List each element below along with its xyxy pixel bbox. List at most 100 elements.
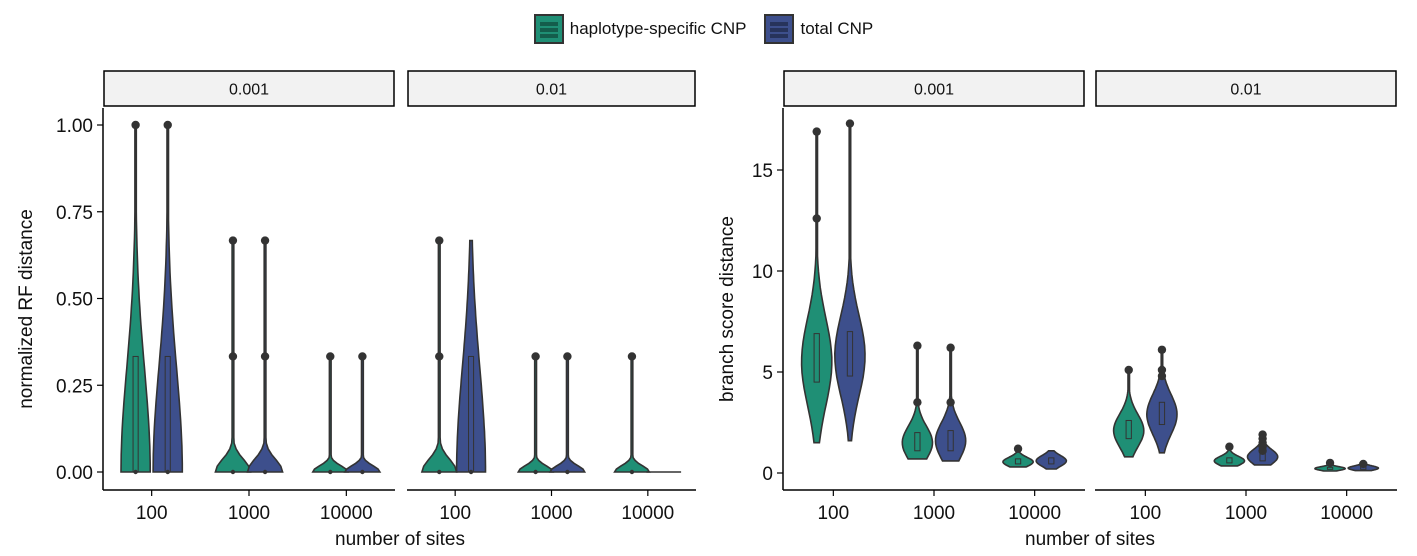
x-tick-label: 100	[439, 503, 471, 524]
violin	[901, 341, 934, 460]
baseline-point	[533, 469, 538, 475]
violin-body	[343, 355, 382, 473]
legend: haplotype-specific CNP total CNP	[0, 14, 1417, 44]
baseline-point	[328, 469, 333, 475]
legend-item-total: total CNP	[764, 14, 873, 44]
y-axis-label: normalized RF distance	[16, 209, 37, 409]
chart-2: 0 5 10 15 branch score distance number of sit…	[717, 70, 1397, 550]
y-tick-label: 0.25	[56, 376, 93, 397]
violin	[246, 236, 284, 475]
violin-body	[833, 122, 866, 442]
violin	[1213, 442, 1246, 467]
facet-strip	[783, 70, 1085, 107]
violin	[1145, 345, 1178, 454]
legend-label-haplotype-specific: haplotype-specific CNP	[569, 19, 747, 38]
violin	[120, 120, 151, 475]
violin	[1112, 365, 1145, 458]
violin	[311, 352, 350, 475]
violin	[455, 239, 487, 475]
outlier-point	[913, 341, 922, 350]
outlier-point	[1157, 371, 1167, 381]
legend-item-haplotype-specific: haplotype-specific CNP	[533, 14, 747, 44]
baseline-point	[437, 469, 442, 475]
x-tick-label: 10000	[320, 503, 373, 524]
outlier-point	[358, 352, 367, 361]
violin-box	[468, 355, 475, 473]
outlier-point	[260, 236, 270, 245]
baseline-point	[262, 469, 268, 475]
violin-body	[311, 355, 350, 473]
y-tick-label: 10	[752, 262, 773, 283]
x-tick-label: 1000	[913, 503, 955, 524]
violin-box	[1226, 457, 1233, 464]
violin-box	[947, 430, 954, 452]
outlier-point	[228, 352, 238, 361]
violin-body	[516, 355, 555, 473]
outlier-point	[812, 214, 821, 223]
violin-body	[548, 355, 587, 473]
facet-strip-label: 0.01	[536, 82, 567, 99]
violin-body	[1112, 369, 1145, 458]
violin	[343, 352, 382, 475]
legend-key-total	[764, 14, 795, 44]
facet-strip-label: 0.001	[229, 82, 269, 99]
violin-body	[1145, 349, 1178, 454]
facet-strip-label: 0.01	[1230, 82, 1261, 99]
y-tick-label: 0.75	[56, 203, 93, 224]
baseline-point	[230, 469, 236, 475]
outlier-point	[1157, 345, 1167, 354]
violin-box	[132, 355, 139, 473]
violin-box	[1326, 466, 1334, 470]
violin	[548, 352, 587, 475]
outlier-point	[1225, 442, 1234, 451]
y-tick-label: 1.00	[56, 116, 93, 137]
violin-box	[1014, 458, 1022, 465]
baseline-point	[360, 469, 365, 475]
violin	[613, 352, 651, 475]
baseline-point	[468, 469, 474, 475]
outlier-point	[913, 398, 922, 407]
x-tick-label: 100	[1129, 503, 1161, 524]
outlier-point	[845, 119, 855, 128]
y-tick-label: 0.50	[56, 290, 93, 311]
legend-key-haplotype-specific	[533, 14, 564, 44]
violin	[1314, 458, 1347, 472]
baseline-point	[165, 469, 170, 475]
violin-box	[846, 331, 854, 377]
baseline-point	[133, 469, 138, 475]
y-tick-label: 0.00	[56, 463, 93, 484]
y-tick-label: 15	[752, 161, 773, 182]
outlier-point	[946, 343, 955, 352]
outlier-point	[260, 352, 270, 361]
outlier-point	[812, 127, 821, 136]
outlier-point	[228, 236, 238, 245]
violin	[833, 119, 866, 442]
outlier-point	[1258, 446, 1267, 455]
outlier-point	[435, 236, 444, 245]
outlier-point	[326, 352, 335, 361]
outlier-point	[627, 352, 637, 361]
facet-strip-label: 0.001	[914, 82, 954, 99]
outlier-point	[531, 352, 540, 361]
outlier-point	[1013, 444, 1023, 453]
violin-box	[1048, 457, 1055, 465]
chart-1: 0.00 0.25 0.50 0.75 1.00 normalized RF distan…	[16, 70, 696, 550]
violin-box	[914, 432, 921, 452]
facet-strip	[407, 70, 696, 107]
violin-box	[164, 355, 171, 473]
x-axis-label: number of sites	[335, 529, 465, 550]
violin	[1035, 450, 1068, 470]
y-tick-label: 5	[762, 363, 773, 384]
x-tick-label: 10000	[621, 503, 674, 524]
violin-body	[800, 130, 833, 444]
outlier-point	[1359, 459, 1368, 469]
x-tick-label: 100	[817, 503, 849, 524]
outlier-point	[131, 120, 140, 130]
y-axis-label: branch score distance	[717, 216, 738, 402]
facet-strip	[103, 70, 395, 107]
outlier-point	[563, 352, 572, 361]
violin	[1347, 459, 1380, 472]
violin-box	[1158, 401, 1166, 426]
